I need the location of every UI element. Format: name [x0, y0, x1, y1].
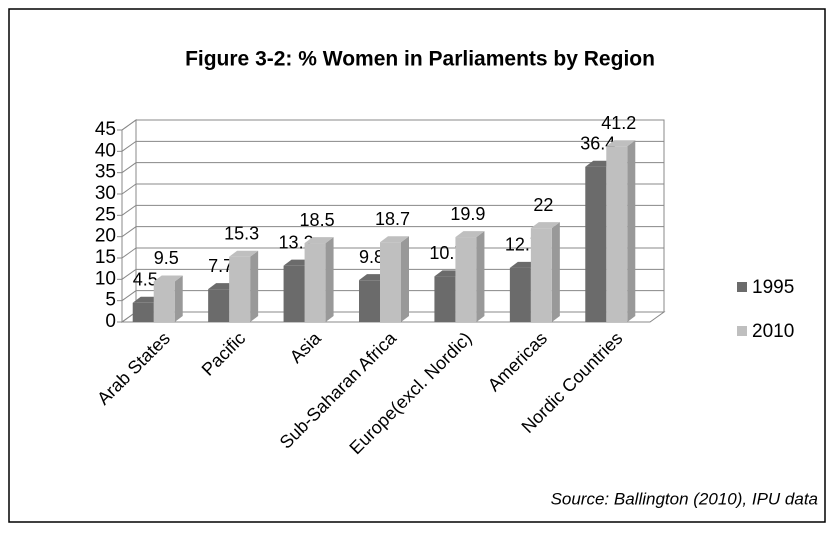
- bar-top: [606, 140, 636, 147]
- grid-line: [121, 204, 664, 216]
- legend-swatch: [737, 326, 747, 336]
- y-tick-label: 5: [105, 290, 116, 311]
- grid-line: [121, 290, 664, 302]
- grid-line: [121, 268, 664, 280]
- bar-front: [530, 228, 552, 322]
- y-tick-label: 25: [95, 204, 116, 225]
- bar-side: [551, 222, 560, 322]
- grid-line: [121, 119, 664, 131]
- bar: [229, 250, 259, 322]
- bar-front: [153, 281, 175, 322]
- bar: [153, 275, 183, 322]
- bar-front: [455, 237, 477, 322]
- y-tick-label: 20: [95, 226, 116, 247]
- grid-line: [121, 162, 664, 174]
- value-label: 4.5: [133, 270, 158, 290]
- bar: [530, 222, 560, 322]
- grid-line: [121, 226, 664, 238]
- bar-front: [132, 302, 154, 322]
- y-tick-label: 30: [95, 183, 116, 204]
- y-tick-label: 45: [95, 119, 116, 140]
- bar-top: [229, 250, 259, 257]
- bar: [455, 231, 485, 322]
- bar-front: [283, 265, 305, 322]
- bar-top: [455, 231, 485, 238]
- bar-top: [304, 237, 334, 244]
- y-tick-label: 40: [95, 140, 116, 161]
- value-label: 9.8: [359, 247, 384, 267]
- y-tick-label: 10: [95, 268, 116, 289]
- bar-front: [380, 242, 401, 322]
- bar: [380, 236, 409, 322]
- value-label: 9.5: [154, 248, 179, 268]
- bar-side: [627, 140, 636, 322]
- value-label: 19.9: [450, 204, 485, 224]
- bar-front: [585, 166, 607, 322]
- bar-side: [174, 275, 183, 322]
- bar-front: [434, 276, 456, 322]
- bar-side: [250, 250, 259, 322]
- legend-label: 2010: [752, 321, 794, 342]
- value-label: 22: [533, 195, 553, 215]
- bar-side: [401, 236, 409, 322]
- bar: [606, 140, 636, 322]
- bar-side: [476, 231, 485, 322]
- bar-front: [229, 256, 251, 322]
- bar-front: [359, 280, 380, 322]
- bar: [304, 237, 334, 322]
- bar-front: [304, 243, 326, 322]
- y-tick-label: 0: [105, 311, 116, 332]
- bar-top: [530, 222, 560, 229]
- y-tick-label: 35: [95, 162, 116, 183]
- legend-label: 1995: [752, 277, 794, 298]
- bar-front: [208, 289, 230, 322]
- value-label: 18.5: [300, 210, 335, 230]
- value-label: 18.7: [375, 209, 410, 229]
- legend-swatch: [737, 282, 747, 292]
- y-tick-label: 15: [95, 247, 116, 268]
- bar-front: [606, 146, 628, 322]
- bar-top: [380, 236, 409, 243]
- bar-front: [509, 267, 531, 322]
- grid-line: [121, 140, 664, 152]
- value-label: 15.3: [224, 223, 259, 243]
- grid-line: [121, 183, 664, 195]
- source-note: Source: Ballington (2010), IPU data: [551, 489, 818, 508]
- grid-line: [121, 247, 664, 259]
- bar-side: [325, 237, 334, 322]
- value-label: 7.7: [208, 256, 233, 276]
- chart-title: Figure 3-2: % Women in Parliaments by Re…: [185, 48, 655, 71]
- bar-top: [153, 275, 183, 282]
- value-label: 41.2: [601, 113, 636, 133]
